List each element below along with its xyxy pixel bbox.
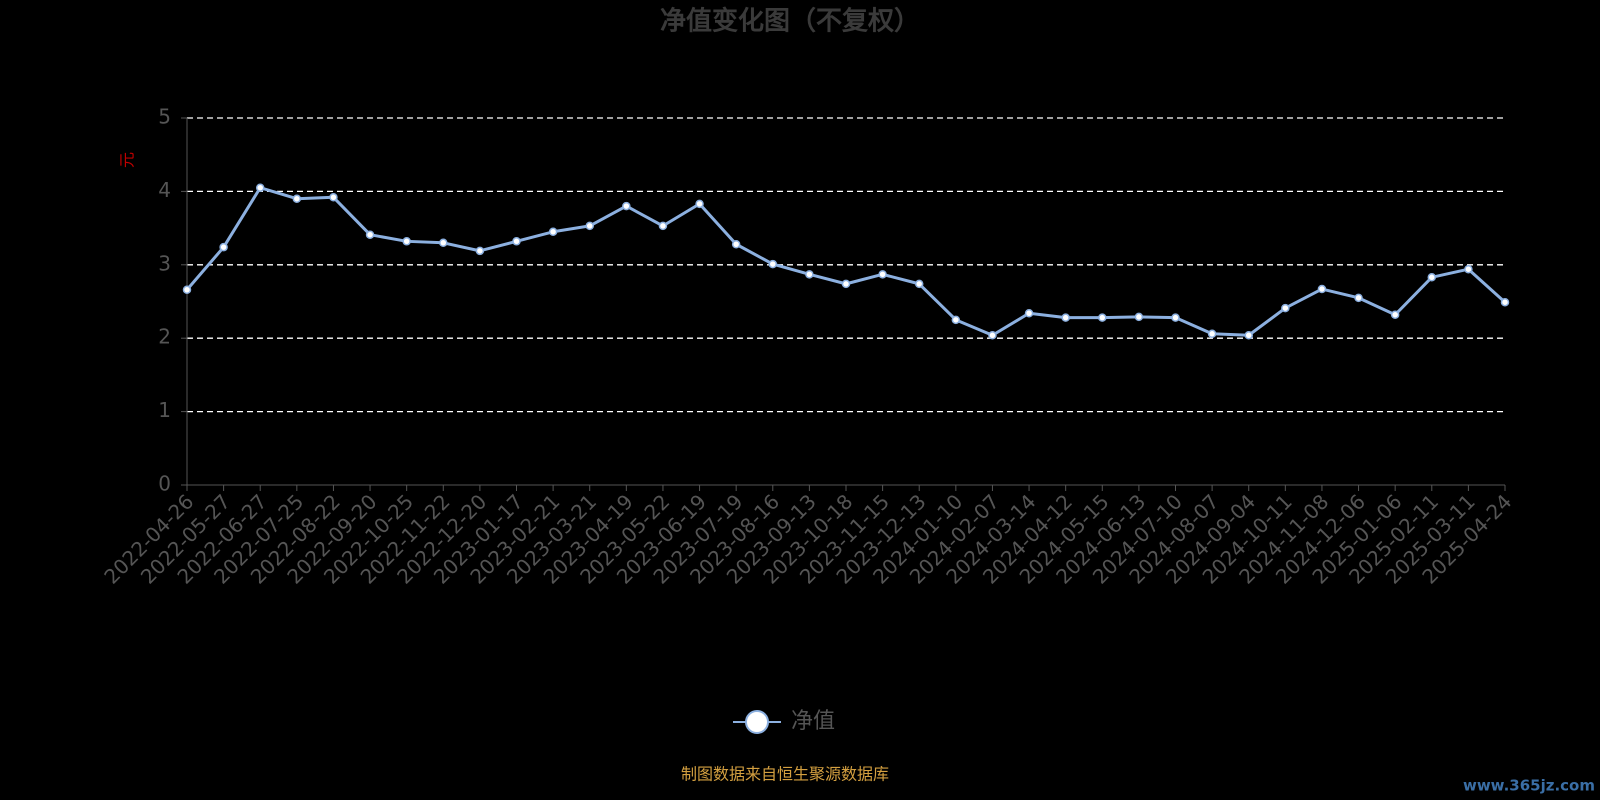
point — [585, 221, 594, 231]
point — [329, 193, 338, 202]
point — [1317, 284, 1327, 294]
point — [658, 221, 668, 231]
point — [1354, 293, 1363, 303]
y-tick-label: 4 — [158, 178, 171, 202]
y-tick-label: 0 — [158, 472, 171, 496]
y-tick-label: 2 — [158, 325, 171, 349]
point — [1098, 313, 1107, 322]
point — [1500, 297, 1510, 307]
point — [951, 315, 961, 325]
point — [1244, 331, 1253, 340]
point — [512, 237, 521, 246]
point — [255, 183, 265, 192]
y-tick-label: 3 — [158, 251, 171, 275]
point — [1024, 308, 1034, 318]
point — [1061, 313, 1070, 322]
point — [292, 194, 302, 203]
point — [695, 199, 704, 209]
point — [1464, 264, 1473, 274]
point — [731, 239, 741, 249]
point — [1207, 329, 1217, 339]
point — [1281, 303, 1290, 313]
point — [768, 259, 778, 269]
point — [1427, 273, 1437, 282]
point — [402, 237, 411, 246]
point — [805, 270, 814, 279]
y-tick-label: 5 — [158, 105, 171, 129]
chart-title: 净值变化图（不复权） — [660, 6, 920, 37]
point — [841, 279, 851, 289]
point — [182, 285, 192, 295]
point — [622, 201, 631, 211]
point — [475, 246, 485, 256]
legend-label: 净值 — [791, 709, 835, 734]
point — [988, 331, 997, 340]
point — [914, 279, 924, 289]
point — [878, 270, 887, 279]
point — [1171, 313, 1180, 322]
y-tick-label: 1 — [158, 398, 171, 422]
source-note: 制图数据来自恒生聚源数据库 — [681, 765, 889, 784]
line-series — [185, 186, 1507, 337]
legend-marker — [745, 710, 769, 734]
point — [439, 238, 448, 248]
point — [1390, 310, 1400, 319]
point — [219, 242, 228, 252]
watermark: www.365jz.com — [1463, 777, 1595, 795]
point — [1134, 312, 1144, 322]
point — [365, 230, 375, 239]
y-axis-label: 元 — [118, 152, 137, 168]
point — [548, 227, 558, 237]
